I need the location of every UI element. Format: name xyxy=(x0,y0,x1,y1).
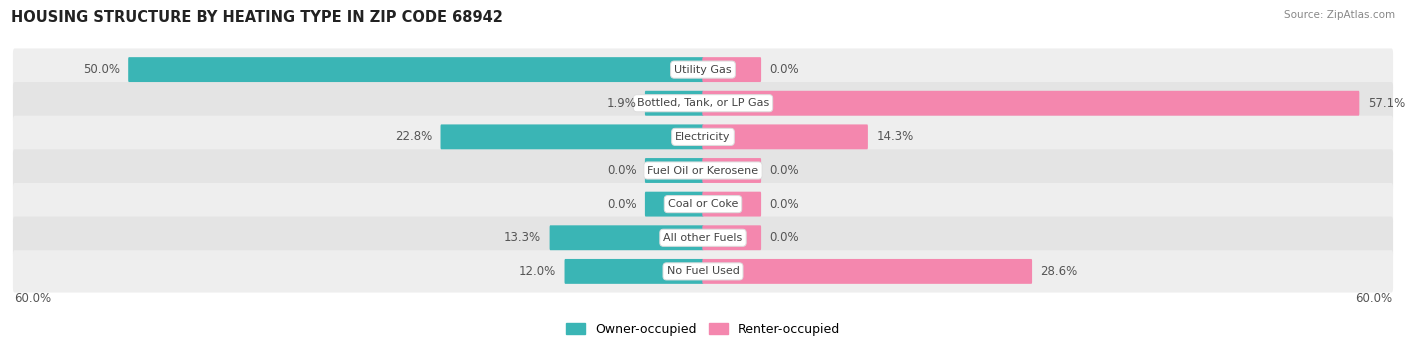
FancyBboxPatch shape xyxy=(13,116,1393,158)
Text: 0.0%: 0.0% xyxy=(769,231,799,244)
FancyBboxPatch shape xyxy=(645,91,703,116)
Text: All other Fuels: All other Fuels xyxy=(664,233,742,243)
FancyBboxPatch shape xyxy=(440,124,703,149)
Text: 60.0%: 60.0% xyxy=(1355,292,1392,305)
Text: 28.6%: 28.6% xyxy=(1040,265,1078,278)
Text: Utility Gas: Utility Gas xyxy=(675,64,731,75)
FancyBboxPatch shape xyxy=(703,91,1360,116)
FancyBboxPatch shape xyxy=(128,57,703,82)
Text: 57.1%: 57.1% xyxy=(1368,97,1405,110)
FancyBboxPatch shape xyxy=(13,183,1393,225)
Text: HOUSING STRUCTURE BY HEATING TYPE IN ZIP CODE 68942: HOUSING STRUCTURE BY HEATING TYPE IN ZIP… xyxy=(11,10,503,25)
Text: Electricity: Electricity xyxy=(675,132,731,142)
Text: 22.8%: 22.8% xyxy=(395,130,432,143)
FancyBboxPatch shape xyxy=(645,192,703,217)
FancyBboxPatch shape xyxy=(703,225,761,250)
FancyBboxPatch shape xyxy=(703,259,1032,284)
Text: 0.0%: 0.0% xyxy=(607,164,637,177)
Legend: Owner-occupied, Renter-occupied: Owner-occupied, Renter-occupied xyxy=(561,318,845,341)
Text: 0.0%: 0.0% xyxy=(769,164,799,177)
FancyBboxPatch shape xyxy=(565,259,703,284)
Text: 12.0%: 12.0% xyxy=(519,265,555,278)
FancyBboxPatch shape xyxy=(13,48,1393,91)
Text: Source: ZipAtlas.com: Source: ZipAtlas.com xyxy=(1284,10,1395,20)
Text: 0.0%: 0.0% xyxy=(769,63,799,76)
FancyBboxPatch shape xyxy=(703,158,761,183)
FancyBboxPatch shape xyxy=(703,124,868,149)
FancyBboxPatch shape xyxy=(703,192,761,217)
Text: 0.0%: 0.0% xyxy=(607,198,637,211)
Text: 1.9%: 1.9% xyxy=(606,97,637,110)
Text: 14.3%: 14.3% xyxy=(876,130,914,143)
FancyBboxPatch shape xyxy=(703,57,761,82)
Text: 50.0%: 50.0% xyxy=(83,63,120,76)
Text: Coal or Coke: Coal or Coke xyxy=(668,199,738,209)
FancyBboxPatch shape xyxy=(645,158,703,183)
FancyBboxPatch shape xyxy=(13,82,1393,124)
FancyBboxPatch shape xyxy=(13,250,1393,293)
Text: No Fuel Used: No Fuel Used xyxy=(666,266,740,277)
Text: Fuel Oil or Kerosene: Fuel Oil or Kerosene xyxy=(647,165,759,176)
Text: 60.0%: 60.0% xyxy=(14,292,51,305)
Text: 0.0%: 0.0% xyxy=(769,198,799,211)
Text: 13.3%: 13.3% xyxy=(503,231,541,244)
FancyBboxPatch shape xyxy=(550,225,703,250)
FancyBboxPatch shape xyxy=(13,217,1393,259)
FancyBboxPatch shape xyxy=(13,149,1393,192)
Text: Bottled, Tank, or LP Gas: Bottled, Tank, or LP Gas xyxy=(637,98,769,108)
